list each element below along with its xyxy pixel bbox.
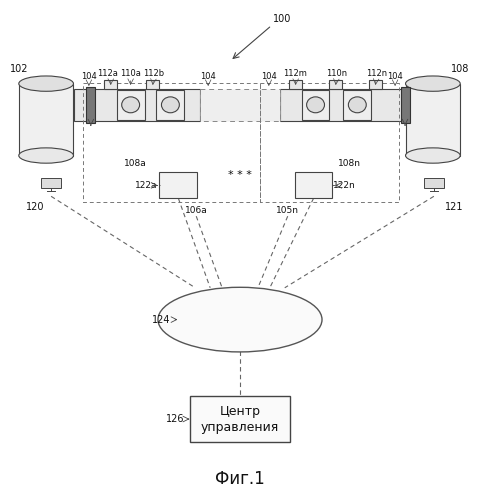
Text: 104: 104: [81, 72, 97, 82]
Text: управления: управления: [201, 420, 279, 434]
Ellipse shape: [19, 76, 73, 92]
Text: 104: 104: [261, 72, 277, 82]
Text: 124: 124: [152, 314, 171, 324]
Bar: [146, 80, 159, 90]
Bar: [260, 83, 399, 202]
Bar: [190, 396, 290, 442]
Bar: [157, 90, 184, 120]
Text: 108n: 108n: [338, 159, 361, 168]
Text: 112a: 112a: [97, 70, 118, 78]
Text: 112m: 112m: [283, 70, 307, 78]
Bar: [400, 87, 410, 122]
Text: 110n: 110n: [326, 70, 347, 78]
Text: 106a: 106a: [185, 206, 207, 214]
Text: 104: 104: [387, 72, 403, 82]
Text: * * *: * * *: [228, 170, 252, 180]
Bar: [406, 84, 460, 156]
Bar: [200, 89, 280, 120]
Bar: [289, 80, 302, 90]
Bar: [302, 90, 330, 120]
Text: 104: 104: [200, 72, 216, 82]
Bar: [343, 90, 371, 120]
Bar: [160, 172, 197, 199]
Text: Фиг.1: Фиг.1: [215, 470, 265, 488]
Text: 122a: 122a: [135, 181, 158, 190]
Text: 110a: 110a: [120, 70, 141, 78]
Bar: [86, 87, 95, 122]
Bar: [369, 80, 382, 90]
Ellipse shape: [348, 97, 366, 113]
Ellipse shape: [161, 97, 179, 113]
Bar: [19, 84, 73, 156]
Text: 120: 120: [26, 202, 45, 212]
Ellipse shape: [158, 288, 322, 352]
Bar: [83, 83, 260, 202]
Bar: [104, 80, 117, 90]
Text: 108: 108: [451, 64, 469, 74]
Text: 121: 121: [445, 202, 463, 212]
Text: 112n: 112n: [365, 70, 387, 78]
Bar: [295, 172, 332, 199]
Bar: [117, 90, 145, 120]
Text: 102: 102: [10, 64, 29, 74]
Text: 126: 126: [166, 414, 184, 424]
Text: 105n: 105n: [276, 206, 299, 214]
Text: 112b: 112b: [143, 70, 164, 78]
Bar: [424, 178, 444, 188]
Bar: [329, 80, 342, 90]
Ellipse shape: [307, 97, 324, 113]
Ellipse shape: [122, 97, 139, 113]
Bar: [41, 178, 61, 188]
Bar: [280, 89, 406, 120]
Text: Центр: Центр: [219, 404, 261, 417]
Text: 108a: 108a: [124, 159, 147, 168]
Ellipse shape: [19, 148, 73, 163]
Bar: [74, 89, 200, 120]
Text: 100: 100: [273, 14, 291, 24]
Ellipse shape: [406, 148, 460, 163]
Text: 122n: 122n: [333, 181, 356, 190]
Ellipse shape: [406, 76, 460, 92]
